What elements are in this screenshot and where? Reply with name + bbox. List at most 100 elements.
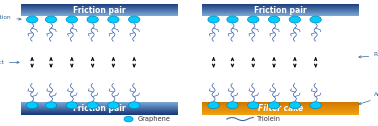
Ellipse shape xyxy=(268,16,280,23)
Bar xyxy=(202,114,359,115)
Bar xyxy=(202,112,359,113)
Text: Triolein: Triolein xyxy=(257,116,281,122)
Ellipse shape xyxy=(26,102,38,109)
Ellipse shape xyxy=(45,102,57,109)
Bar xyxy=(21,9,178,10)
Bar xyxy=(21,103,178,104)
Bar xyxy=(21,10,178,11)
Ellipse shape xyxy=(208,102,219,109)
Bar xyxy=(21,114,178,115)
Bar xyxy=(202,8,359,9)
Ellipse shape xyxy=(248,102,259,109)
Bar xyxy=(202,104,359,105)
Ellipse shape xyxy=(268,102,280,109)
Ellipse shape xyxy=(129,102,140,109)
Ellipse shape xyxy=(310,16,321,23)
Text: Repulsive effect: Repulsive effect xyxy=(0,60,19,65)
Ellipse shape xyxy=(87,16,98,23)
Bar xyxy=(202,11,359,12)
Bar xyxy=(21,11,178,12)
Bar xyxy=(21,105,178,106)
Bar xyxy=(21,109,178,110)
Bar xyxy=(21,8,178,9)
Bar xyxy=(21,103,178,104)
Bar xyxy=(202,12,359,13)
Bar xyxy=(202,7,359,8)
Ellipse shape xyxy=(45,16,57,23)
Bar xyxy=(202,107,359,108)
Bar xyxy=(21,15,178,16)
Bar xyxy=(202,102,359,103)
Bar xyxy=(202,108,359,109)
Bar xyxy=(21,113,178,114)
Bar xyxy=(202,7,359,8)
Bar xyxy=(202,103,359,104)
Bar xyxy=(202,13,359,14)
Bar xyxy=(21,112,178,113)
Bar xyxy=(21,111,178,112)
Ellipse shape xyxy=(227,16,238,23)
Ellipse shape xyxy=(310,102,321,109)
Bar xyxy=(202,107,359,108)
Ellipse shape xyxy=(26,16,38,23)
Ellipse shape xyxy=(289,102,301,109)
Bar xyxy=(202,111,359,112)
Bar xyxy=(202,109,359,110)
Bar xyxy=(202,12,359,13)
Bar xyxy=(21,106,178,107)
Bar xyxy=(21,13,178,14)
Ellipse shape xyxy=(227,102,238,109)
Bar xyxy=(202,6,359,7)
Bar xyxy=(21,104,178,105)
Text: Filter cake: Filter cake xyxy=(258,104,303,113)
Bar xyxy=(21,110,178,111)
Bar xyxy=(21,108,178,109)
Bar xyxy=(202,11,359,12)
Bar xyxy=(202,14,359,15)
Bar xyxy=(21,5,178,6)
Bar xyxy=(21,4,178,5)
Bar xyxy=(202,14,359,15)
Bar xyxy=(202,113,359,114)
Text: Adsorption: Adsorption xyxy=(0,14,21,20)
Bar xyxy=(21,108,178,109)
Bar xyxy=(202,110,359,111)
Bar xyxy=(21,9,178,10)
Bar xyxy=(21,6,178,7)
Text: Adsorption: Adsorption xyxy=(359,92,378,105)
Bar xyxy=(202,5,359,6)
Ellipse shape xyxy=(289,16,301,23)
Ellipse shape xyxy=(129,16,140,23)
Bar xyxy=(21,14,178,15)
Bar xyxy=(202,9,359,10)
Ellipse shape xyxy=(108,16,119,23)
Text: Graphene: Graphene xyxy=(138,116,171,122)
Bar xyxy=(21,12,178,13)
Ellipse shape xyxy=(87,102,98,109)
Ellipse shape xyxy=(108,102,119,109)
Bar xyxy=(21,7,178,8)
Bar xyxy=(202,105,359,106)
Ellipse shape xyxy=(66,16,77,23)
Ellipse shape xyxy=(66,102,77,109)
Bar xyxy=(21,104,178,105)
Bar xyxy=(202,4,359,5)
Bar xyxy=(21,12,178,13)
Bar xyxy=(202,9,359,10)
Bar xyxy=(202,111,359,112)
Text: Friction pair: Friction pair xyxy=(73,6,125,15)
Bar xyxy=(202,4,359,5)
Bar xyxy=(202,6,359,7)
Bar xyxy=(21,7,178,8)
Text: Repulsive effect: Repulsive effect xyxy=(359,52,378,58)
Bar xyxy=(202,104,359,105)
Bar xyxy=(202,15,359,16)
Bar xyxy=(202,102,359,103)
Text: Friction pair: Friction pair xyxy=(73,104,125,113)
Bar xyxy=(202,109,359,110)
Bar xyxy=(21,107,178,108)
Bar xyxy=(21,102,178,103)
Bar xyxy=(21,109,178,110)
Bar xyxy=(202,10,359,11)
Bar xyxy=(21,112,178,113)
